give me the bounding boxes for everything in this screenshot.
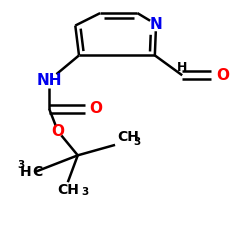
Text: C: C (32, 165, 42, 179)
Text: 3: 3 (17, 160, 24, 170)
Text: O: O (52, 124, 64, 139)
Text: N: N (150, 17, 162, 32)
Text: 3: 3 (134, 138, 141, 147)
Text: H: H (176, 61, 187, 74)
Text: CH: CH (118, 130, 140, 144)
Text: 3: 3 (82, 187, 89, 197)
Text: O: O (90, 101, 103, 116)
Text: H: H (20, 165, 32, 179)
Text: CH: CH (57, 184, 79, 198)
Text: O: O (216, 68, 229, 83)
Text: NH: NH (36, 73, 62, 88)
